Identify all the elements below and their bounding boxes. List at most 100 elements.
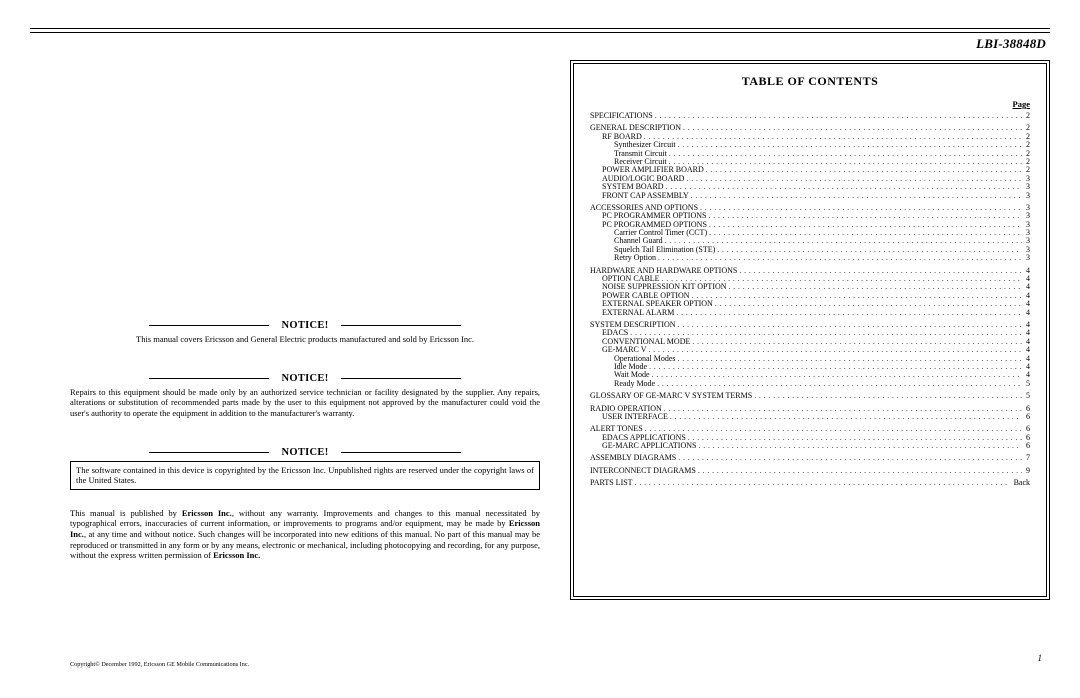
toc-entry-page: 4	[1022, 309, 1030, 317]
notice-rule	[149, 378, 269, 379]
toc-leader-dots	[715, 246, 1022, 254]
toc-entry-label: USER INTERFACE	[602, 413, 668, 421]
toc-leader-dots	[684, 175, 1022, 183]
toc-row: Squelch Tail Elimination (STE)3	[590, 246, 1030, 254]
toc-leader-dots	[681, 124, 1022, 132]
table-of-contents: TABLE OF CONTENTS Page SPECIFICATIONS 2 GE…	[570, 60, 1050, 600]
toc-leader-dots	[667, 150, 1022, 158]
toc-leader-dots	[676, 454, 1022, 462]
toc-entry-label: EXTERNAL ALARM	[602, 309, 674, 317]
notice-2: NOTICE! Repairs to this equipment should…	[70, 373, 540, 419]
toc-leader-dots	[676, 355, 1022, 363]
toc-leader-dots	[689, 192, 1022, 200]
toc-entry-label: FRONT CAP ASSEMBLY	[602, 192, 689, 200]
notice-3: NOTICE! The software contained in this d…	[70, 447, 540, 490]
page-number: 1	[1038, 653, 1043, 663]
toc-entry-label: GLOSSARY OF GE-MARC V SYSTEM TERMS	[590, 392, 752, 400]
notice-label: NOTICE!	[269, 320, 340, 331]
notice-label: NOTICE!	[269, 373, 340, 384]
notice-1: NOTICE! This manual covers Ericsson and …	[70, 320, 540, 345]
toc-entry-page: Back	[1010, 479, 1030, 487]
right-column: TABLE OF CONTENTS Page SPECIFICATIONS 2 GE…	[570, 60, 1050, 665]
toc-title: TABLE OF CONTENTS	[590, 74, 1030, 89]
toc-row: SPECIFICATIONS 2	[590, 112, 1030, 120]
toc-leader-dots	[707, 229, 1022, 237]
toc-page-column-header: Page	[590, 99, 1030, 109]
toc-leader-dots	[706, 212, 1022, 220]
toc-leader-dots	[656, 254, 1022, 262]
toc-entry-page: 5	[1022, 392, 1030, 400]
toc-leader-dots	[663, 237, 1022, 245]
toc-leader-dots	[707, 221, 1022, 229]
toc-row: PARTS LIST Back	[590, 479, 1030, 487]
toc-entry-label: Retry Option	[614, 254, 656, 262]
toc-entry-page: 2	[1022, 112, 1030, 120]
toc-leader-dots	[643, 425, 1022, 433]
document-id: LBI-38848D	[976, 36, 1046, 52]
toc-entry-page: 3	[1022, 254, 1030, 262]
toc-row: CONVENTIONAL MODE4	[590, 338, 1030, 346]
header-rule-thick	[30, 28, 1050, 29]
toc-leader-dots	[655, 380, 1022, 388]
notice-rule	[341, 452, 461, 453]
toc-row: EXTERNAL ALARM 4	[590, 309, 1030, 317]
toc-leader-dots	[727, 283, 1022, 291]
toc-row: Retry Option 3	[590, 254, 1030, 262]
toc-leader-dots	[696, 442, 1022, 450]
notice-rule	[341, 325, 461, 326]
toc-leader-dots	[752, 392, 1022, 400]
toc-row: INTERCONNECT DIAGRAMS 9	[590, 467, 1030, 475]
toc-leader-dots	[674, 309, 1022, 317]
toc-list: SPECIFICATIONS2GENERAL DESCRIPTION2RF BO…	[590, 112, 1030, 488]
header-rule-thin	[30, 32, 1050, 33]
toc-leader-dots	[713, 300, 1022, 308]
toc-entry-page: 5	[1022, 380, 1030, 388]
toc-leader-dots	[667, 158, 1022, 166]
toc-leader-dots	[696, 467, 1022, 475]
toc-row: ASSEMBLY DIAGRAMS 7	[590, 454, 1030, 462]
toc-entry-label: ASSEMBLY DIAGRAMS	[590, 454, 676, 462]
notice-text: Repairs to this equipment should be made…	[70, 387, 540, 419]
toc-leader-dots	[647, 363, 1022, 371]
toc-entry-page: 6	[1022, 413, 1030, 421]
toc-leader-dots	[686, 434, 1022, 442]
toc-leader-dots	[668, 413, 1022, 421]
notice-label: NOTICE!	[269, 447, 340, 458]
toc-leader-dots	[704, 166, 1022, 174]
toc-leader-dots	[664, 183, 1022, 191]
toc-leader-dots	[676, 141, 1022, 149]
toc-row: GENERAL DESCRIPTION2	[590, 124, 1030, 132]
toc-entry-page: 6	[1022, 442, 1030, 450]
toc-leader-dots	[737, 267, 1022, 275]
toc-entry-label: INTERCONNECT DIAGRAMS	[590, 467, 696, 475]
toc-row: USER INTERFACE 6	[590, 413, 1030, 421]
toc-leader-dots	[653, 112, 1022, 120]
toc-row: Operational Modes4	[590, 355, 1030, 363]
left-column: NOTICE! This manual covers Ericsson and …	[70, 60, 540, 670]
notice-rule	[149, 452, 269, 453]
toc-entry-label: SPECIFICATIONS	[590, 112, 653, 120]
toc-row: SYSTEM DESCRIPTION4	[590, 321, 1030, 329]
toc-row: FRONT CAP ASSEMBLY 3	[590, 192, 1030, 200]
toc-leader-dots	[633, 479, 1010, 487]
notice-text: This manual covers Ericsson and General …	[70, 334, 540, 345]
notice-text-boxed: The software contained in this device is…	[70, 461, 540, 490]
toc-leader-dots	[698, 204, 1022, 212]
toc-leader-dots	[690, 292, 1022, 300]
toc-row: GE-MARC APPLICATIONS6	[590, 442, 1030, 450]
toc-leader-dots	[690, 338, 1022, 346]
toc-leader-dots	[650, 371, 1022, 379]
copyright-line: Copyright© December 1992, Ericsson GE Mo…	[70, 661, 249, 668]
toc-entry-label: PARTS LIST	[590, 479, 633, 487]
publisher-disclaimer: This manual is published by Ericsson Inc…	[70, 508, 540, 561]
toc-entry-label: Ready Mode	[614, 380, 655, 388]
toc-row: Ready Mode 5	[590, 380, 1030, 388]
toc-entry-page: 7	[1022, 454, 1030, 462]
toc-row: Idle Mode4	[590, 363, 1030, 371]
toc-leader-dots	[676, 321, 1022, 329]
toc-entry-page: 3	[1022, 192, 1030, 200]
toc-row: Wait Mode4	[590, 371, 1030, 379]
notice-rule	[341, 378, 461, 379]
toc-leader-dots	[647, 346, 1022, 354]
toc-entry-page: 9	[1022, 467, 1030, 475]
